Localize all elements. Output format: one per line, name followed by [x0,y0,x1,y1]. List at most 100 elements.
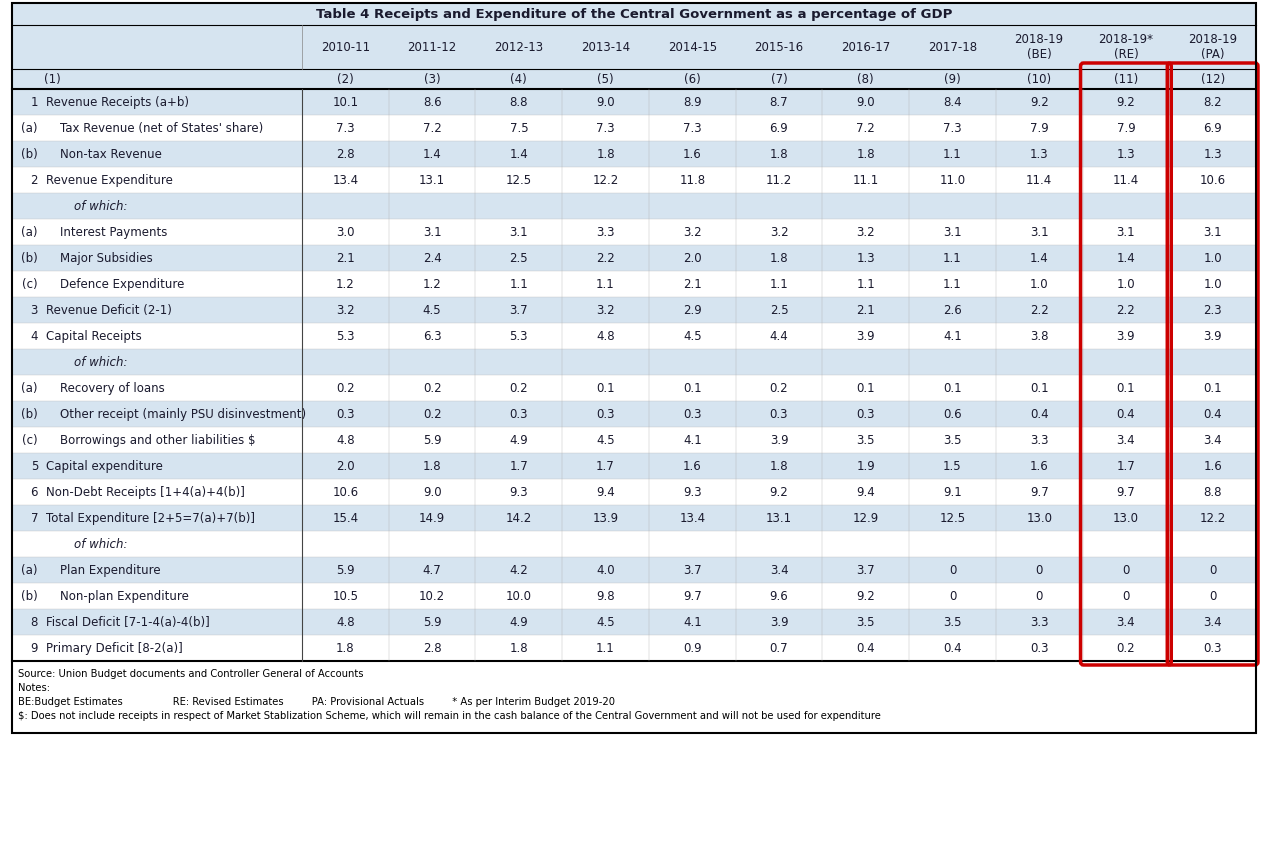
Bar [11,583,1257,609]
Text: Total Expenditure [2+5=7(a)+7(b)]: Total Expenditure [2+5=7(a)+7(b)] [46,512,255,525]
Text: 2.3: 2.3 [1203,304,1222,316]
Text: 7.9: 7.9 [1117,122,1135,135]
Text: 5.9: 5.9 [422,433,441,447]
Text: 0.4: 0.4 [1203,408,1222,420]
Bar [11,297,1257,323]
Text: 4.0: 4.0 [596,563,615,576]
Text: 3.9: 3.9 [1117,329,1135,343]
Text: 13.4: 13.4 [332,173,359,186]
Text: 2.2: 2.2 [1030,304,1049,316]
Text: 1: 1 [30,96,38,108]
Bar [11,349,1257,375]
Bar [11,219,1257,245]
Text: 0.2: 0.2 [510,382,529,394]
Text: 11.4: 11.4 [1026,173,1052,186]
Text: 9.4: 9.4 [596,486,615,498]
Text: 5.9: 5.9 [336,563,355,576]
Text: (b): (b) [22,251,38,265]
Bar [11,505,1257,531]
Text: 4.1: 4.1 [943,329,962,343]
Text: 3.1: 3.1 [1117,226,1135,239]
Text: 0.2: 0.2 [336,382,355,394]
Text: 0.1: 0.1 [856,382,875,394]
Text: 1.8: 1.8 [596,147,615,161]
Text: 0.4: 0.4 [943,641,961,655]
Text: 13.9: 13.9 [592,512,619,525]
Text: (c): (c) [23,433,38,447]
Text: 4.1: 4.1 [683,433,701,447]
Text: 9.7: 9.7 [683,590,701,602]
Text: 2018-19
(BE): 2018-19 (BE) [1014,33,1064,61]
Bar [11,245,1257,271]
Text: 7.3: 7.3 [683,122,701,135]
Text: 1.3: 1.3 [856,251,875,265]
Text: 0.1: 0.1 [1203,382,1222,394]
Text: 2.0: 2.0 [683,251,701,265]
Text: 4: 4 [30,329,38,343]
Text: 2.5: 2.5 [510,251,529,265]
Text: 0: 0 [1122,590,1130,602]
Text: Non-Debt Receipts [1+4(a)+4(b)]: Non-Debt Receipts [1+4(a)+4(b)] [46,486,245,498]
Text: 1.1: 1.1 [596,641,615,655]
Text: (12): (12) [1201,73,1225,85]
Text: 0: 0 [1208,563,1216,576]
Text: 1.0: 1.0 [1203,277,1222,290]
Text: 4.8: 4.8 [596,329,615,343]
Text: 9.2: 9.2 [856,590,875,602]
Text: BE:Budget Estimates                RE: Revised Estimates         PA: Provisional: BE:Budget Estimates RE: Revised Estimate… [18,697,615,707]
Text: 1.6: 1.6 [1030,459,1049,473]
Text: 3.1: 3.1 [943,226,961,239]
Text: 1.3: 1.3 [1203,147,1222,161]
Text: 8: 8 [30,616,38,629]
Text: (c): (c) [23,277,38,290]
Text: 9.2: 9.2 [770,486,789,498]
Text: 10.6: 10.6 [332,486,359,498]
Bar [11,69,1257,89]
Text: Revenue Receipts (a+b): Revenue Receipts (a+b) [46,96,189,108]
Text: 0.1: 0.1 [596,382,615,394]
Text: 4.8: 4.8 [336,433,355,447]
Text: 13.0: 13.0 [1026,512,1052,525]
Text: 9.7: 9.7 [1117,486,1135,498]
Text: 1.0: 1.0 [1203,251,1222,265]
Text: 8.6: 8.6 [422,96,441,108]
Text: 8.4: 8.4 [943,96,961,108]
Text: 0: 0 [1036,563,1042,576]
Bar [11,3,1257,733]
Text: 1.3: 1.3 [1030,147,1049,161]
Text: 3.4: 3.4 [770,563,789,576]
Text: Borrowings and other liabilities $: Borrowings and other liabilities $ [60,433,255,447]
Text: 3.7: 3.7 [856,563,875,576]
Text: 12.9: 12.9 [852,512,879,525]
Text: 0: 0 [1208,590,1216,602]
Text: (a): (a) [22,122,38,135]
Text: 9.4: 9.4 [856,486,875,498]
Text: 4.5: 4.5 [683,329,701,343]
Text: 0.4: 0.4 [1117,408,1135,420]
Text: 2.9: 2.9 [683,304,701,316]
Text: Capital Receipts: Capital Receipts [46,329,142,343]
Text: 14.9: 14.9 [418,512,445,525]
Text: 1.1: 1.1 [856,277,875,290]
Text: Notes:: Notes: [18,683,49,693]
Text: (7): (7) [771,73,787,85]
Text: 1.1: 1.1 [770,277,789,290]
Text: 8.9: 8.9 [683,96,701,108]
Text: Table 4 Receipts and Expenditure of the Central Government as a percentage of GD: Table 4 Receipts and Expenditure of the … [316,8,952,20]
Text: 3.0: 3.0 [336,226,355,239]
Text: 3.2: 3.2 [683,226,701,239]
Bar [11,557,1257,583]
Text: 0.3: 0.3 [596,408,615,420]
Text: 13.1: 13.1 [766,512,792,525]
Text: 4.5: 4.5 [596,616,615,629]
Text: (8): (8) [857,73,874,85]
Text: 6: 6 [30,486,38,498]
Bar [11,479,1257,505]
Text: 0.3: 0.3 [683,408,701,420]
Text: 3.4: 3.4 [1117,616,1135,629]
Text: 13.0: 13.0 [1113,512,1139,525]
Text: 0.1: 0.1 [1030,382,1049,394]
Bar [11,609,1257,635]
Text: 5.3: 5.3 [336,329,355,343]
Text: 3.1: 3.1 [510,226,529,239]
